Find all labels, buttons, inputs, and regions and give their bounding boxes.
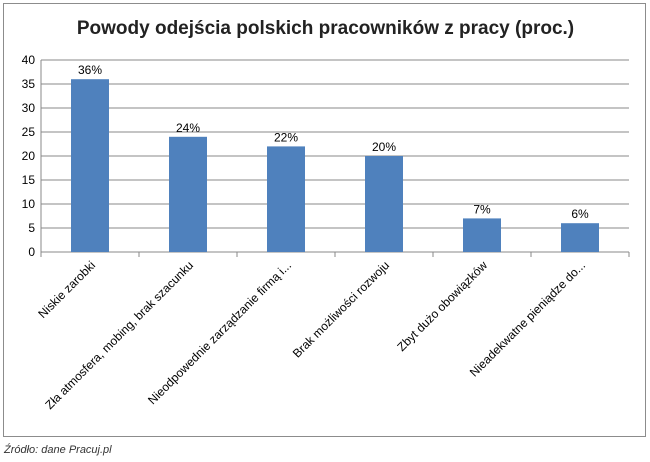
category-label: Nieadekwatne pieniądze do... <box>467 258 588 379</box>
y-tick-label: 20 <box>22 149 36 163</box>
chart-frame: Powody odejścia polskich pracowników z p… <box>3 3 646 437</box>
y-tick-label: 0 <box>28 245 35 259</box>
y-tick-label: 15 <box>22 173 36 187</box>
data-label: 22% <box>274 130 298 144</box>
category-label: Brak możliwości rozwoju <box>290 258 392 360</box>
source-note: Źródło: dane Pracuj.pl <box>4 444 112 456</box>
y-tick-label: 10 <box>22 197 36 211</box>
data-label: 24% <box>176 121 200 135</box>
data-label: 36% <box>78 63 102 77</box>
category-label: Zbyt dużo obowiązków <box>394 258 490 354</box>
y-tick-label: 35 <box>22 77 36 91</box>
bar <box>561 223 599 252</box>
bar <box>267 146 305 252</box>
bar <box>169 136 207 252</box>
y-tick-label: 40 <box>22 53 36 67</box>
bar <box>365 156 403 252</box>
chart-title: Powody odejścia polskich pracowników z p… <box>76 18 575 39</box>
data-label: 20% <box>372 140 396 154</box>
bar <box>463 218 501 252</box>
category-label: Niskie zarobki <box>35 258 98 321</box>
data-label: 7% <box>473 202 491 216</box>
y-tick-label: 30 <box>22 101 36 115</box>
y-tick-label: 25 <box>22 125 36 139</box>
bar <box>71 79 109 252</box>
data-label: 6% <box>571 207 589 221</box>
y-tick-label: 5 <box>28 221 35 235</box>
